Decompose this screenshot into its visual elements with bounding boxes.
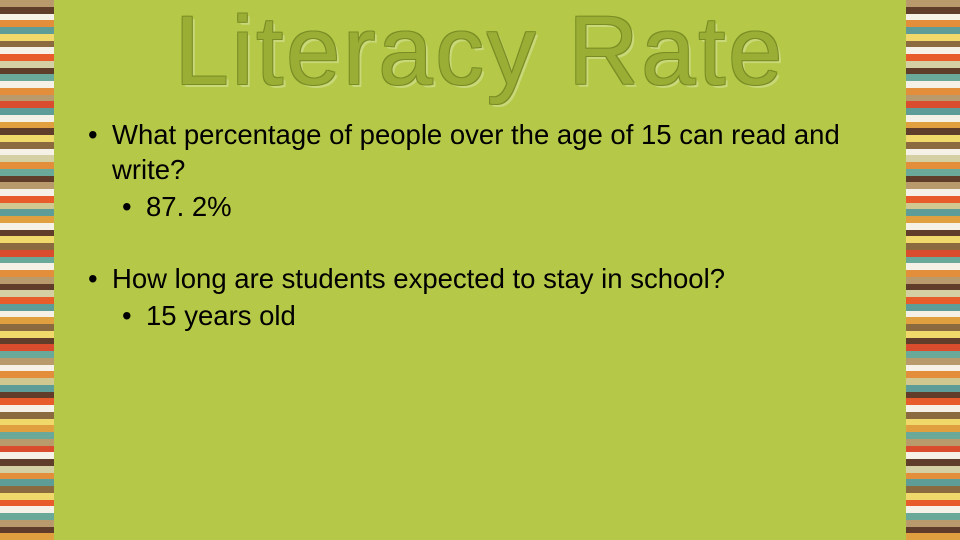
- answer-2-list: 15 years old: [112, 298, 878, 333]
- question-2-text: How long are students expected to stay i…: [112, 263, 725, 294]
- question-1: What percentage of people over the age o…: [112, 117, 878, 225]
- body-list: What percentage of people over the age o…: [82, 117, 878, 333]
- question-2: How long are students expected to stay i…: [112, 261, 878, 333]
- slide-title: Literacy Rate: [82, 0, 878, 99]
- question-1-text: What percentage of people over the age o…: [112, 119, 840, 185]
- content-panel: Literacy Rate What percentage of people …: [54, 0, 906, 540]
- answer-2: 15 years old: [146, 298, 878, 333]
- answer-1: 87. 2%: [146, 189, 878, 224]
- answer-1-list: 87. 2%: [112, 189, 878, 224]
